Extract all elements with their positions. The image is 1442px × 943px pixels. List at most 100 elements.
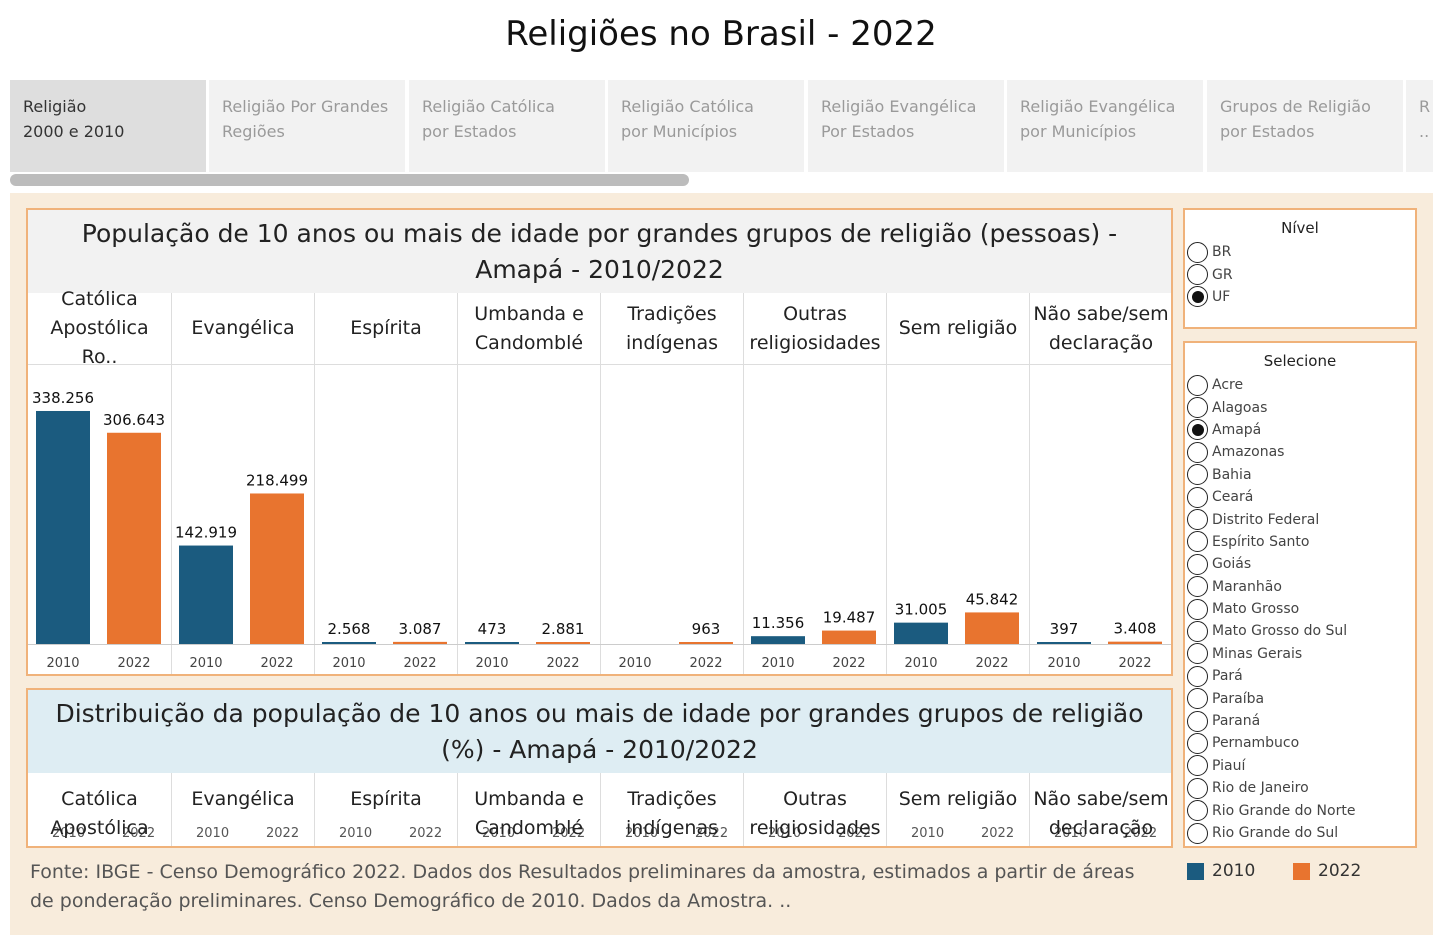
bar-2010[interactable]: [1037, 642, 1091, 644]
tab-scrollbar[interactable]: [10, 174, 689, 186]
state-option[interactable]: Rio Grande do Sul: [1185, 822, 1415, 844]
category-label: Evangélica: [191, 317, 295, 339]
state-option[interactable]: Maranhão: [1185, 576, 1415, 598]
distribution-year-label: 2010: [52, 826, 86, 841]
radio-empty-icon[interactable]: [1187, 800, 1208, 822]
state-option[interactable]: Piauí: [1185, 755, 1415, 777]
bar-2022[interactable]: [107, 432, 161, 644]
radio-empty-icon[interactable]: [1187, 264, 1208, 286]
tab-religiao-2000-2010[interactable]: Religião 2000 e 2010: [10, 80, 206, 172]
nivel-option-label: GR: [1212, 266, 1233, 283]
nivel-option[interactable]: BR: [1185, 241, 1415, 263]
state-option[interactable]: Goiás: [1185, 553, 1415, 575]
bar-2022[interactable]: [250, 493, 304, 644]
radio-empty-icon[interactable]: [1187, 777, 1208, 799]
radio-empty-icon[interactable]: [1187, 732, 1208, 754]
state-option[interactable]: Paraná: [1185, 710, 1415, 732]
tab-label: Religião: [23, 97, 87, 116]
bar-2022[interactable]: [965, 612, 1019, 644]
tab-religiao-grandes-regioes[interactable]: Religião Por Grandes Regiões: [209, 80, 405, 172]
bar-2022[interactable]: [393, 641, 447, 644]
x-tick-label: 2010: [189, 656, 222, 671]
nivel-option[interactable]: GR: [1185, 263, 1415, 286]
radio-empty-icon[interactable]: [1187, 509, 1208, 531]
bar-2010[interactable]: [36, 410, 90, 644]
population-panel-title: População de 10 anos ou mais de idade po…: [28, 210, 1171, 293]
radio-empty-icon[interactable]: [1187, 755, 1208, 777]
tab-evangelica-estados[interactable]: Religião Evangélica Por Estados: [808, 80, 1004, 172]
distribution-panel: Distribuição da população de 10 anos ou …: [26, 688, 1173, 848]
tab-label: Por Estados: [821, 122, 915, 141]
state-option-label: Pernambuco: [1212, 735, 1300, 752]
state-option-label: Paraná: [1212, 713, 1261, 730]
radio-empty-icon[interactable]: [1187, 598, 1208, 620]
bar-2022[interactable]: [822, 630, 876, 644]
bar-2022[interactable]: [1108, 641, 1162, 644]
distribution-year-label: 2010: [1054, 826, 1088, 841]
distribution-year-label: 2022: [266, 826, 300, 841]
radio-empty-icon[interactable]: [1187, 374, 1208, 396]
state-option-label: Amazonas: [1212, 444, 1285, 461]
state-option[interactable]: Amapá: [1185, 419, 1415, 441]
nivel-option-label: BR: [1212, 244, 1232, 261]
tab-catolica-municipios[interactable]: Religião Católica por Municípios: [608, 80, 804, 172]
state-option[interactable]: Minas Gerais: [1185, 643, 1415, 665]
tab-truncated[interactable]: R..: [1406, 80, 1433, 172]
radio-empty-icon[interactable]: [1187, 643, 1208, 665]
bar-2010[interactable]: [179, 545, 233, 644]
bar-2022[interactable]: [536, 642, 590, 644]
state-option[interactable]: Rio de Janeiro: [1185, 777, 1415, 799]
tab-evangelica-municipios[interactable]: Religião Evangélica por Municípios: [1007, 80, 1203, 172]
state-option-label: Alagoas: [1212, 399, 1268, 416]
data-label: 338.256: [32, 389, 94, 407]
bar-2010[interactable]: [894, 622, 948, 644]
state-option[interactable]: Pernambuco: [1185, 732, 1415, 754]
radio-empty-icon[interactable]: [1187, 576, 1208, 598]
state-option[interactable]: Bahia: [1185, 464, 1415, 486]
state-option[interactable]: Rio Grande do Norte: [1185, 799, 1415, 822]
radio-empty-icon[interactable]: [1187, 688, 1208, 710]
radio-selected-icon[interactable]: [1187, 286, 1208, 308]
bar-2010[interactable]: [465, 642, 519, 644]
state-option-label: Ceará: [1212, 489, 1254, 506]
radio-empty-icon[interactable]: [1187, 822, 1208, 844]
radio-empty-icon[interactable]: [1187, 531, 1208, 553]
tab-bar: Religião 2000 e 2010 Religião Por Grandes…: [10, 80, 1433, 172]
state-option[interactable]: Espírito Santo: [1185, 531, 1415, 553]
state-option[interactable]: Amazonas: [1185, 441, 1415, 463]
radio-empty-icon[interactable]: [1187, 486, 1208, 508]
radio-empty-icon[interactable]: [1187, 553, 1208, 575]
selecione-options: Acre Alagoas Amapá Amazonas Bahia Ceará Distri…: [1185, 374, 1415, 844]
tab-label: Religião Católica: [422, 97, 555, 116]
radio-selected-icon[interactable]: [1187, 419, 1208, 441]
legend-swatch: [1187, 862, 1204, 880]
category-label: Sem religião: [898, 317, 1018, 339]
radio-empty-icon[interactable]: [1187, 620, 1208, 642]
category-header-nao-sabe: Não sabe/sem declaração: [1029, 293, 1171, 364]
nivel-option[interactable]: UF: [1185, 286, 1415, 308]
state-option[interactable]: Mato Grosso: [1185, 598, 1415, 620]
radio-empty-icon[interactable]: [1187, 464, 1208, 486]
category-label: Umbanda e: [474, 302, 584, 325]
bar-2022[interactable]: [679, 642, 733, 644]
nivel-filter-title: Nível: [1281, 219, 1319, 237]
radio-empty-icon[interactable]: [1187, 665, 1208, 687]
tab-grupos-religiao-estados[interactable]: Grupos de Religião por Estados: [1207, 80, 1403, 172]
radio-empty-icon[interactable]: [1187, 397, 1208, 419]
radio-empty-icon[interactable]: [1187, 241, 1208, 263]
bar-2010[interactable]: [751, 636, 805, 644]
state-option[interactable]: Alagoas: [1185, 396, 1415, 419]
state-option[interactable]: Distrito Federal: [1185, 508, 1415, 531]
bar-2010[interactable]: [322, 642, 376, 644]
radio-empty-icon[interactable]: [1187, 441, 1208, 463]
state-option[interactable]: Pará: [1185, 665, 1415, 687]
state-option[interactable]: Ceará: [1185, 486, 1415, 508]
distribution-year-label: 2022: [981, 826, 1015, 841]
state-option[interactable]: Mato Grosso do Sul: [1185, 620, 1415, 642]
distribution-panel-title: Distribuição da população de 10 anos ou …: [28, 690, 1171, 773]
state-option[interactable]: Acre: [1185, 374, 1415, 396]
state-option[interactable]: Paraíba: [1185, 687, 1415, 710]
tab-catolica-estados[interactable]: Religião Católica por Estados: [409, 80, 605, 172]
category-label: Tradições: [627, 302, 717, 325]
radio-empty-icon[interactable]: [1187, 710, 1208, 732]
